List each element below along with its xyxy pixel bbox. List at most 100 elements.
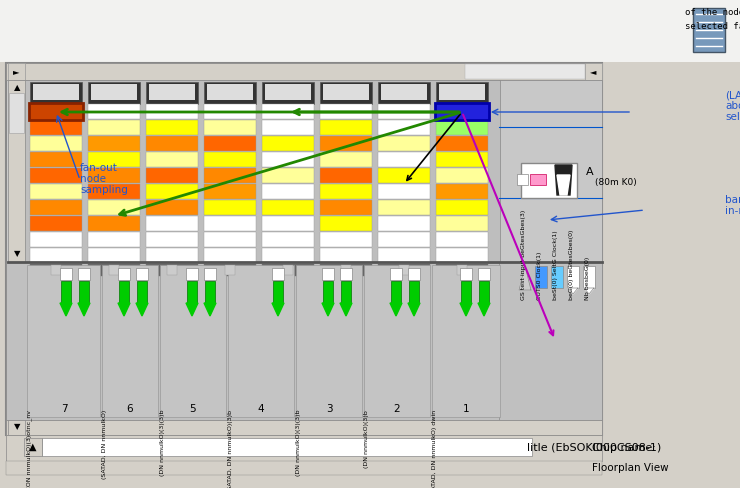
Bar	[30, 168, 82, 183]
Bar	[204, 268, 216, 280]
Bar	[323, 84, 369, 100]
Bar	[320, 82, 372, 104]
Text: ◄: ◄	[591, 67, 596, 76]
Bar	[30, 232, 82, 247]
Bar	[6, 63, 602, 80]
Bar	[88, 152, 140, 167]
Bar	[378, 82, 430, 104]
Polygon shape	[136, 303, 148, 316]
Text: A: A	[586, 167, 593, 177]
Bar	[341, 281, 351, 303]
Bar	[530, 174, 546, 185]
Bar	[27, 265, 100, 417]
Bar	[436, 104, 488, 119]
Bar	[436, 120, 488, 135]
Bar	[262, 184, 314, 199]
Text: 5: 5	[189, 404, 196, 414]
Bar	[436, 232, 488, 247]
Bar	[283, 265, 293, 275]
Polygon shape	[555, 165, 572, 195]
Bar	[0, 0, 740, 62]
Bar	[262, 216, 314, 231]
Bar	[457, 265, 467, 275]
Bar	[204, 200, 256, 215]
Bar	[399, 265, 409, 275]
Bar	[378, 248, 430, 263]
Polygon shape	[60, 303, 72, 316]
Text: beSt(0) SeltG Clock(1): beSt(0) SeltG Clock(1)	[554, 230, 559, 300]
Text: ▲: ▲	[30, 442, 37, 452]
Bar	[262, 120, 314, 135]
Bar	[88, 216, 140, 231]
Bar	[479, 281, 489, 303]
Text: ►: ►	[13, 67, 20, 76]
Text: selected fanout was layout input after showing || sources of the remake || impro: selected fanout was layout input after s…	[685, 22, 740, 31]
Bar	[378, 264, 430, 276]
Bar	[88, 232, 140, 247]
Bar	[320, 120, 372, 135]
Bar	[378, 136, 430, 151]
Polygon shape	[322, 303, 334, 316]
Bar	[79, 281, 89, 303]
Bar	[88, 168, 140, 183]
Text: litle (EbSOKI000CS08-1): litle (EbSOKI000CS08-1)	[527, 442, 662, 452]
Bar	[225, 265, 235, 275]
Bar	[204, 184, 256, 199]
Bar	[322, 268, 334, 280]
Bar	[320, 184, 372, 199]
Bar	[146, 216, 198, 231]
Bar	[30, 200, 82, 215]
Bar	[435, 103, 489, 120]
Text: 7: 7	[61, 404, 67, 414]
Bar	[137, 281, 147, 303]
Bar	[88, 200, 140, 215]
Bar	[24, 438, 42, 456]
Bar	[378, 104, 430, 119]
Bar	[30, 216, 82, 231]
Text: ▼: ▼	[14, 423, 20, 431]
Bar	[517, 174, 528, 185]
Bar	[439, 84, 485, 100]
Text: 3: 3	[326, 404, 332, 414]
Bar	[186, 268, 198, 280]
Text: Floorplan View: Floorplan View	[592, 463, 669, 473]
Bar	[340, 268, 352, 280]
Bar	[119, 281, 129, 303]
Bar	[320, 136, 372, 151]
Bar	[30, 152, 82, 167]
Bar	[109, 265, 119, 275]
Bar	[146, 232, 198, 247]
Bar	[567, 266, 579, 288]
Bar	[341, 265, 351, 275]
Bar	[436, 200, 488, 215]
Bar	[478, 268, 490, 280]
Bar	[204, 264, 256, 276]
Bar	[146, 120, 198, 135]
Text: above: above	[725, 101, 740, 111]
Bar	[51, 265, 61, 275]
Polygon shape	[186, 303, 198, 316]
Bar	[204, 136, 256, 151]
Bar	[204, 168, 256, 183]
Bar	[146, 152, 198, 167]
Bar	[378, 184, 430, 199]
Bar	[461, 281, 471, 303]
Bar	[33, 84, 79, 100]
Bar	[320, 216, 372, 231]
Bar	[378, 168, 430, 183]
Text: (CON nnmulkO)(3)otnc_nv: (CON nnmulkO)(3)otnc_nv	[27, 410, 32, 488]
Bar	[30, 136, 82, 151]
Text: GS test input beGtesGbes(3): GS test input beGtesGbes(3)	[522, 210, 526, 300]
Bar	[8, 80, 25, 262]
Polygon shape	[204, 303, 216, 316]
Bar	[30, 82, 82, 104]
Polygon shape	[478, 303, 490, 316]
Bar	[273, 281, 283, 303]
Bar	[207, 84, 253, 100]
Bar	[272, 268, 284, 280]
Bar	[364, 265, 430, 417]
Bar	[436, 248, 488, 263]
Bar	[9, 93, 24, 133]
Bar	[436, 136, 488, 151]
Bar	[262, 168, 314, 183]
